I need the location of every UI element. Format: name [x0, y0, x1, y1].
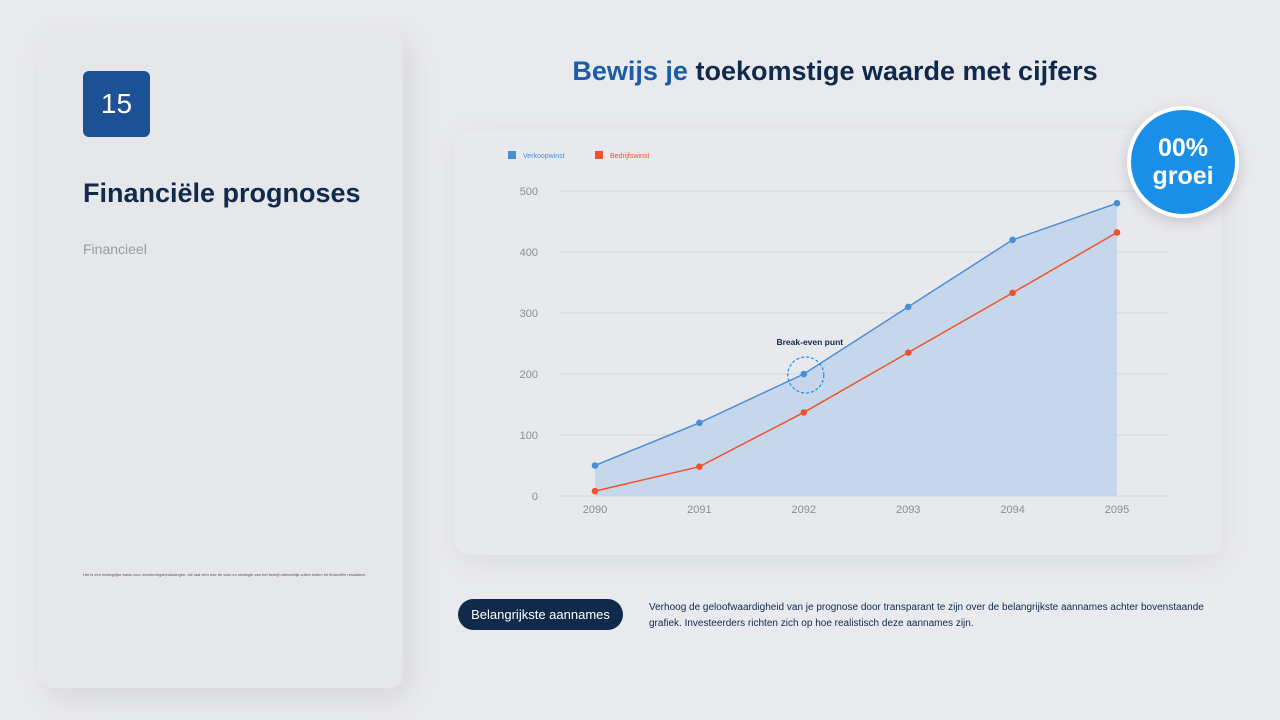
break-even-label: Break-even punt — [776, 337, 843, 347]
data-point — [904, 349, 912, 356]
growth-value: 00% — [1157, 134, 1209, 162]
break-even-marker — [787, 356, 825, 394]
data-point — [1009, 289, 1016, 297]
x-tick-label: 2093 — [896, 504, 920, 516]
legend-swatch — [595, 151, 603, 159]
growth-badge: 00% groei — [1127, 106, 1239, 218]
left-panel — [38, 30, 403, 688]
x-tick-label: 2092 — [792, 504, 816, 516]
series-line-verkoopwinst — [594, 202, 1118, 467]
x-tick-label: 2095 — [1105, 504, 1129, 516]
data-point — [800, 409, 808, 416]
data-point — [904, 303, 912, 311]
x-tick-label: 2091 — [687, 504, 711, 516]
data-point — [1113, 199, 1121, 207]
data-point — [696, 419, 703, 427]
y-tick-label: 500 — [520, 186, 538, 198]
legend-label: Bedrijfswinst — [610, 153, 649, 160]
legend-label: Verkoopwinst — [523, 153, 565, 160]
page-title: Bewijs je toekomstige waarde met cijfers — [0, 56, 1280, 87]
growth-label: groei — [1152, 162, 1214, 190]
y-tick-label: 0 — [532, 491, 538, 503]
title-rest: toekomstige waarde met cijfers — [687, 56, 1098, 86]
slide-number-badge: 15 — [83, 71, 150, 137]
x-tick-label: 2094 — [1000, 504, 1024, 516]
y-tick-label: 200 — [520, 369, 538, 381]
data-point — [1009, 236, 1016, 244]
series-area-verkoopwinst — [595, 203, 1117, 496]
legend-swatch — [508, 151, 516, 159]
footnote: Het is een belangrijke basis voor invest… — [83, 572, 367, 577]
assumptions-description: Verhoog de geloofwaardigheid van je prog… — [649, 602, 1204, 629]
section-subtitle: Financieel — [83, 241, 147, 257]
y-tick-label: 400 — [520, 247, 538, 259]
section-title: Financiële prognoses — [83, 178, 361, 208]
x-tick-label: 2090 — [583, 504, 607, 516]
data-point — [696, 463, 703, 471]
title-accent: Bewijs je — [572, 56, 688, 86]
data-point — [591, 487, 599, 495]
data-point — [591, 462, 599, 469]
assumptions-button[interactable]: Belangrijkste aannames — [458, 599, 623, 630]
data-point — [800, 370, 808, 378]
series-line-bedrijfswinst — [594, 231, 1118, 492]
data-point — [1113, 229, 1121, 236]
y-tick-label: 300 — [520, 308, 538, 320]
y-tick-label: 100 — [520, 430, 538, 442]
